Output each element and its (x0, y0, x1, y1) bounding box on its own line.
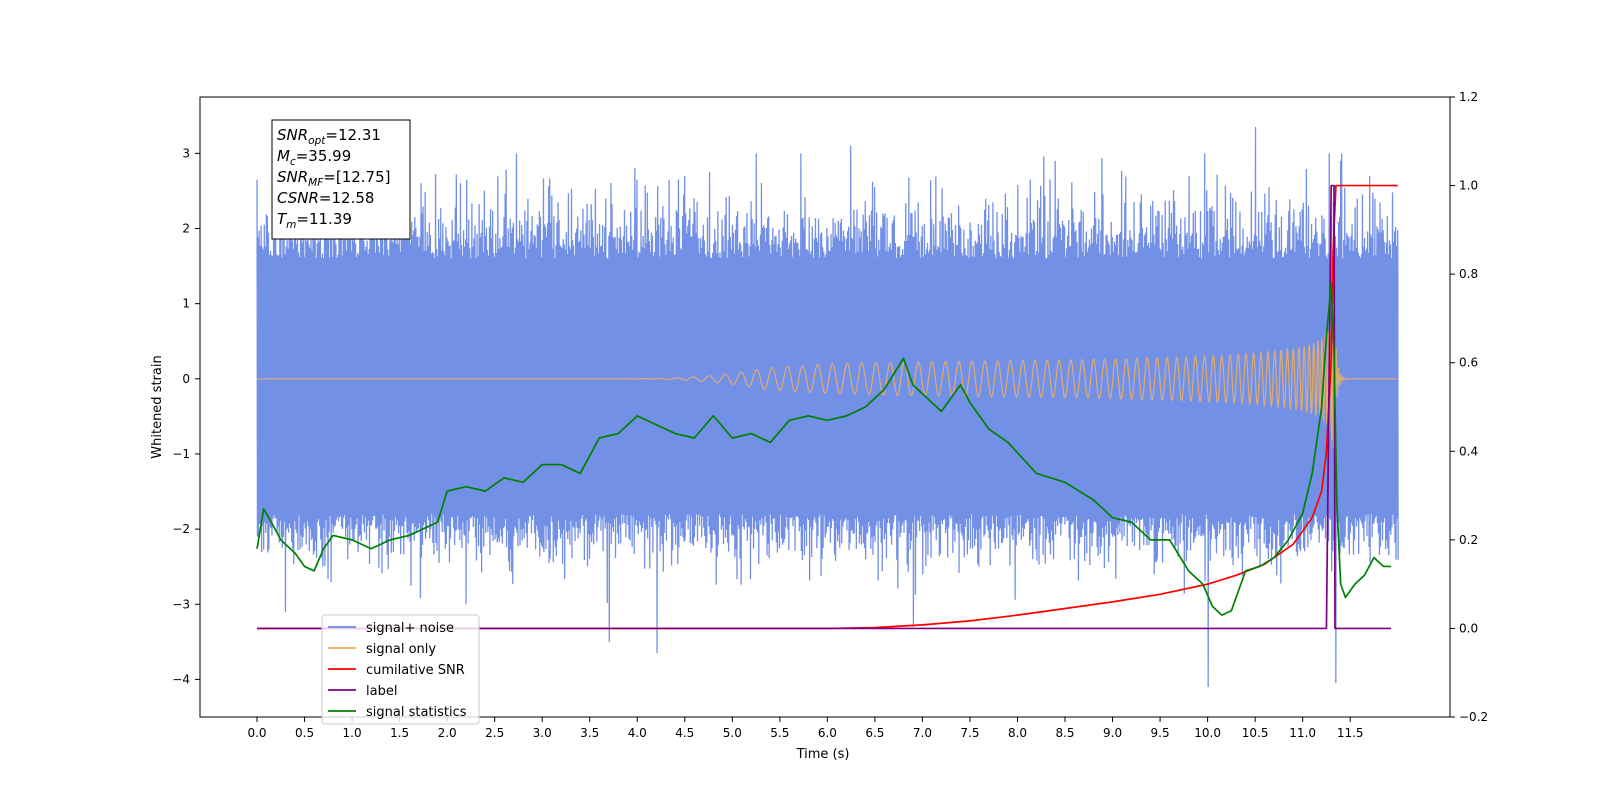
legend-entry: signal only (366, 642, 436, 657)
plot-area (256, 127, 1399, 687)
x-tick-label: 1.0 (343, 726, 362, 740)
legend-frame (321, 614, 480, 725)
y-right-tick-label: 0.4 (1459, 444, 1478, 458)
x-tick-label: 7.5 (960, 726, 979, 740)
stats-box-frame (271, 119, 411, 240)
x-tick-label: 2.5 (485, 726, 504, 740)
y-tick-label: −3 (172, 597, 190, 611)
x-tick-label: 0.0 (247, 726, 266, 740)
x-tick-label: 10.0 (1194, 726, 1221, 740)
y-tick-label: 1 (182, 297, 190, 311)
x-tick-label: 11.0 (1289, 726, 1316, 740)
stats-box-line: SNRMF=[12.75] (277, 168, 391, 189)
x-tick-label: 1.5 (390, 726, 409, 740)
x-tick-label: 8.0 (1008, 726, 1027, 740)
x-tick-label: 2.0 (438, 726, 457, 740)
y-right-tick-label: 1.2 (1459, 90, 1478, 104)
stats-box-line: SNRopt=12.31 (277, 126, 381, 147)
x-tick-label: 6.5 (865, 726, 884, 740)
x-tick-label: 11.5 (1337, 726, 1364, 740)
series-signal-statistics (256, 282, 1392, 616)
y-right-tick-label: 0.2 (1459, 533, 1478, 547)
y-right-tick-label: −0.2 (1459, 710, 1488, 724)
x-tick-label: 3.0 (533, 726, 552, 740)
x-tick-label: 4.5 (675, 726, 694, 740)
legend: signal+ noise signal only cumilative SNR la… (321, 614, 480, 725)
x-tick-label: 4.0 (628, 726, 647, 740)
y-axis-label: Whitened strain (150, 355, 165, 458)
x-tick-label: 9.5 (1151, 726, 1170, 740)
legend-entry: cumilative SNR (366, 663, 465, 678)
y-right-tick-label: 0.0 (1459, 621, 1478, 635)
x-tick-label: 8.5 (1055, 726, 1074, 740)
plot-frame (199, 96, 1451, 718)
y-tick-label: −2 (172, 522, 190, 536)
x-tick-label: 0.5 (295, 726, 314, 740)
series-signal-only (257, 304, 1398, 449)
series-signal-noise (256, 127, 1399, 687)
y-right-tick-label: 0.6 (1459, 356, 1478, 370)
legend-entry: label (366, 684, 397, 699)
legend-entry: signal+ noise (366, 621, 454, 636)
y-tick-label: −1 (172, 447, 190, 461)
x-tick-label: 6.0 (818, 726, 837, 740)
x-axis-label: Time (s) (796, 747, 850, 762)
stats-box-line: Mc=35.99 (277, 147, 351, 168)
x-tick-label: 5.0 (723, 726, 742, 740)
x-tick-label: 7.0 (913, 726, 932, 740)
legend-entry: signal statistics (366, 705, 467, 720)
y-tick-label: −4 (172, 672, 190, 686)
series-cumilative-snr (257, 184, 1398, 630)
x-tick-label: 3.5 (580, 726, 599, 740)
x-tick-label: 9.0 (1103, 726, 1122, 740)
stats-box: SNRopt=12.31Mc=35.99SNRMF=[12.75]CSNR=12… (271, 119, 411, 240)
y-tick-label: 0 (182, 372, 190, 386)
stats-box-line: Tm=11.39 (277, 210, 352, 231)
y-right-tick-label: 1.0 (1459, 179, 1478, 193)
stats-box-line: CSNR=12.58 (277, 189, 374, 207)
axes: 0.0 0.5 1.0 1.5 2.0 2.5 3.0 3.5 4.0 4.5 5.0 5.5 6.0 6… (172, 90, 1488, 740)
y-tick-label: 3 (182, 146, 190, 160)
x-tick-label: 5.5 (770, 726, 789, 740)
x-tick-label: 10.5 (1242, 726, 1269, 740)
y-right-tick-label: 0.8 (1459, 267, 1478, 281)
y-tick-label: 2 (182, 222, 190, 236)
